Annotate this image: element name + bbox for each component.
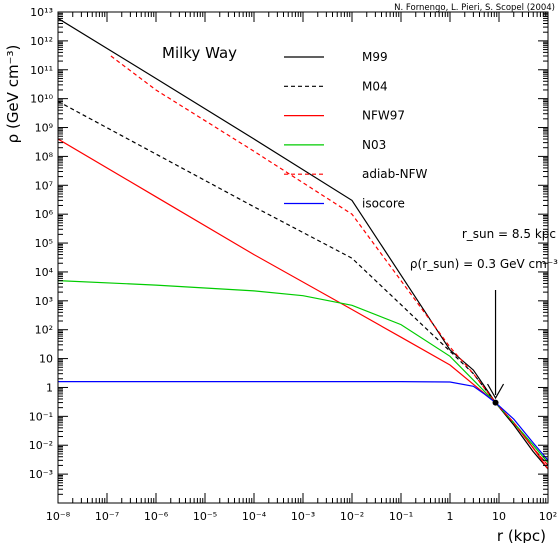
x-tick-label: 10⁻⁷	[95, 510, 119, 523]
legend-label: M99	[362, 50, 388, 64]
x-tick-label: 10⁻¹	[389, 510, 413, 523]
legend-label: N03	[362, 138, 386, 152]
y-tick-label: 10²	[35, 324, 53, 337]
x-tick-label: 10⁻⁴	[242, 510, 267, 523]
x-axis-label: r (kpc)	[497, 527, 546, 543]
y-tick-label: 10⁻³	[29, 468, 53, 481]
x-tick-label: 10	[492, 510, 506, 523]
y-tick-label: 10⁸	[35, 150, 54, 163]
y-tick-label: 1	[46, 381, 53, 394]
y-tick-label: 10¹³	[30, 6, 53, 19]
r-sun-marker	[492, 399, 499, 406]
y-axis-label: ρ (GeV cm⁻³)	[4, 45, 22, 144]
y-tick-label: 10⁷	[35, 179, 53, 192]
legend-label: isocore	[362, 197, 405, 211]
series-line-isocore	[58, 381, 548, 461]
credit-text: N. Fornengo, L. Pieri, S. Scopel (2004)	[394, 3, 555, 13]
plot-area	[58, 17, 548, 470]
x-tick-label: 10⁻³	[291, 510, 315, 523]
x-tick-label: 10²	[539, 510, 557, 523]
y-tick-label: 10⁵	[35, 237, 53, 250]
x-tick-label: 1	[447, 510, 454, 523]
series-line-nfw97	[58, 138, 548, 470]
annotation-arrowhead	[487, 383, 505, 400]
legend: M99 M04 NFW97 N03 adiab-NFW isocore	[284, 50, 427, 211]
y-tick-label: 10¹⁰	[30, 93, 53, 106]
y-tick-label: 10⁹	[35, 122, 53, 135]
series-line-m99	[58, 17, 548, 470]
y-tick-label: 10⁻²	[29, 439, 53, 452]
y-tick-label: 10	[39, 353, 53, 366]
legend-label: adiab-NFW	[362, 167, 427, 181]
annotation-rho-sun: ρ(r_sun) = 0.3 GeV cm⁻³	[410, 257, 558, 271]
y-tick-label: 10⁴	[35, 266, 54, 279]
annotation-r-sun: r_sun = 8.5 kpc	[462, 227, 556, 241]
legend-label: M04	[362, 79, 388, 93]
legend-label: NFW97	[362, 109, 405, 123]
x-tick-label: 10⁻⁵	[193, 510, 217, 523]
x-tick-label: 10⁻⁶	[144, 510, 169, 523]
axes: 10⁻⁸ 10⁻⁷ 10⁻⁶ 10⁻⁵ 10⁻⁴ 10⁻³ 10⁻² 10⁻¹ 1 10 10² 10…	[29, 6, 557, 523]
series-line-m04	[58, 100, 548, 466]
y-tick-label: 10³	[35, 295, 53, 308]
y-tick-label: 10⁶	[35, 208, 54, 221]
y-tick-label: 10¹¹	[30, 64, 53, 77]
x-tick-label: 10⁻²	[340, 510, 364, 523]
y-tick-label: 10⁻¹	[29, 410, 53, 423]
x-tick-label: 10⁻⁸	[46, 510, 71, 523]
y-tick-label: 10¹²	[30, 35, 53, 48]
series-line-adiab-nfw	[110, 55, 548, 466]
chart-title: Milky Way	[162, 44, 237, 62]
